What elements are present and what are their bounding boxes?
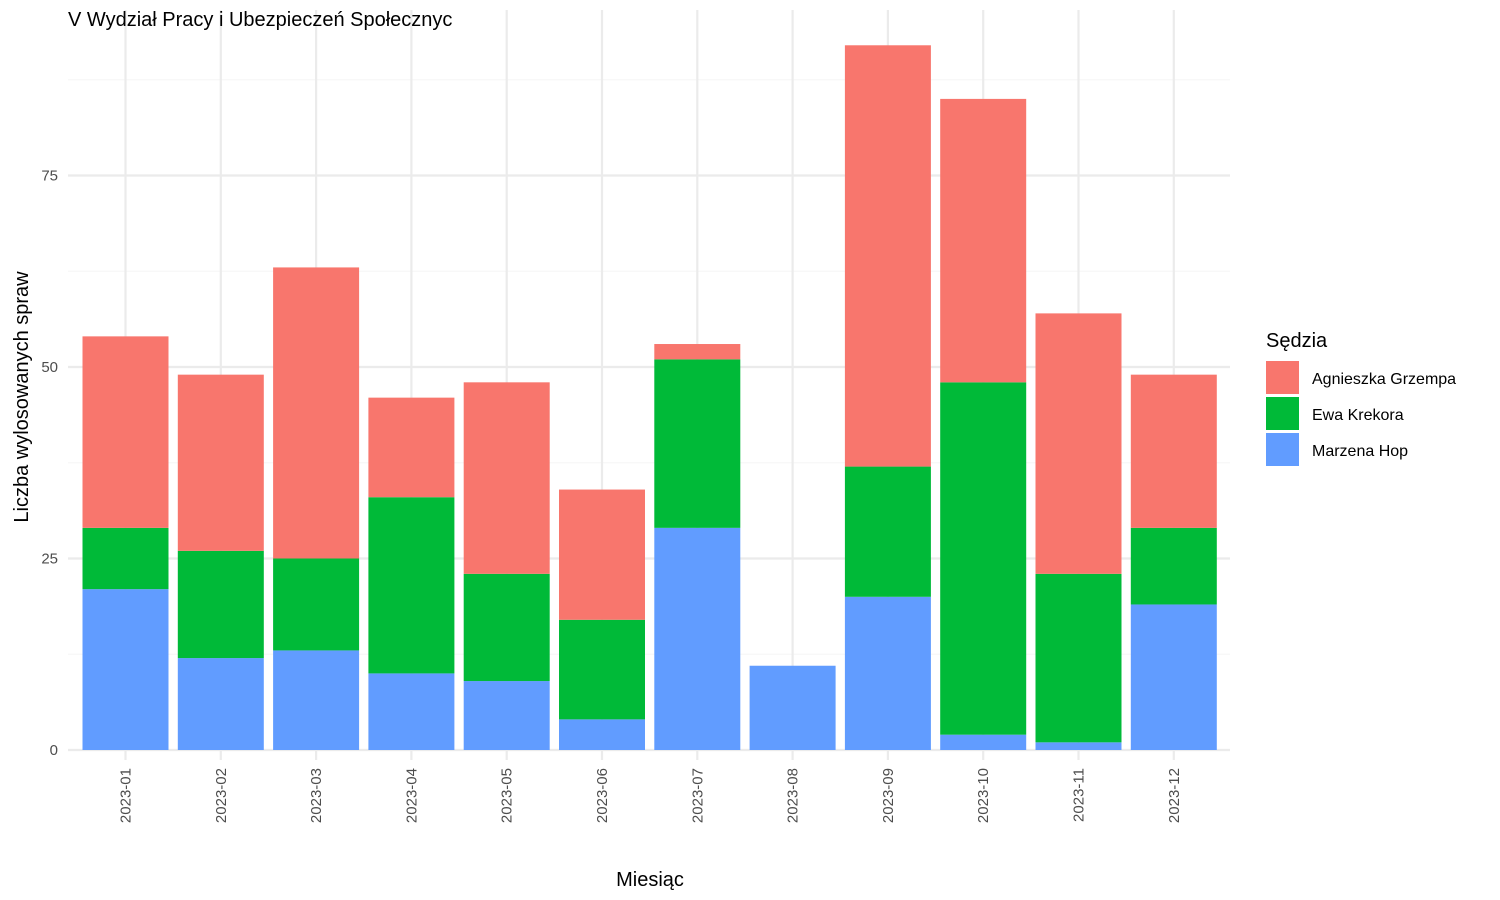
bar-segment <box>654 527 741 750</box>
bar-segment <box>273 650 360 750</box>
bar-segment <box>844 466 931 597</box>
legend-swatch <box>1266 361 1299 394</box>
bar-segment <box>368 497 455 674</box>
bar-segment <box>82 589 169 750</box>
bar-segment <box>559 489 645 620</box>
bar-segment <box>368 673 455 750</box>
bar-segment <box>1130 604 1217 750</box>
bar-segment <box>463 382 550 574</box>
chart-title: V Wydział Pracy i Ubezpieczeń Społecznyc <box>68 9 452 31</box>
y-axis-title: Liczba wylosowanych spraw <box>11 271 33 523</box>
bar-segment <box>749 665 836 750</box>
x-tick-label: 2023-05 <box>499 768 516 823</box>
bar-segment <box>654 344 741 360</box>
x-tick-label: 2023-09 <box>880 768 897 823</box>
x-axis-ticks: 2023-01 2023-02 2023-03 2023-04 2023-05 2023-… <box>118 768 1183 823</box>
x-tick-label: 2023-08 <box>785 768 802 823</box>
bar-segment <box>844 596 931 750</box>
bar-segment <box>1130 374 1217 528</box>
x-tick-label: 2023-02 <box>213 768 230 823</box>
bar-segment <box>177 550 264 659</box>
bar-segment <box>559 719 645 750</box>
bar-segment <box>1035 573 1122 743</box>
bar-segment <box>273 267 360 559</box>
bar-segment <box>177 658 264 750</box>
x-axis-title: Miesiąc <box>616 869 684 891</box>
x-tick-label: 2023-01 <box>118 768 135 823</box>
x-tick-label: 2023-06 <box>594 768 611 823</box>
legend-label: Agnieszka Grzempa <box>1312 371 1456 388</box>
bar-segment <box>273 558 360 651</box>
legend: Sędzia Agnieszka Grzempa Ewa Krekora Marze… <box>1266 330 1456 466</box>
legend-title: Sędzia <box>1266 330 1328 352</box>
bar-segment <box>1130 527 1217 605</box>
bar-segment <box>1035 313 1122 574</box>
bar-segment <box>940 382 1027 735</box>
x-tick-label: 2023-11 <box>1071 768 1088 822</box>
x-tick-label: 2023-07 <box>689 768 706 823</box>
x-tick-label: 2023-10 <box>975 768 992 823</box>
bars <box>82 45 1217 750</box>
bar-segment <box>368 397 455 498</box>
legend-label: Marzena Hop <box>1312 443 1408 460</box>
x-tick-label: 2023-12 <box>1166 768 1183 823</box>
bar-segment <box>463 573 550 682</box>
y-tick-label: 0 <box>50 742 58 759</box>
legend-label: Ewa Krekora <box>1312 407 1404 424</box>
legend-swatch <box>1266 433 1299 466</box>
bar-segment <box>940 734 1027 750</box>
x-tick-label: 2023-03 <box>308 768 325 823</box>
y-tick-label: 25 <box>41 551 58 568</box>
bar-segment <box>940 98 1027 383</box>
bar-segment <box>177 374 264 551</box>
bar-segment <box>654 359 741 528</box>
y-axis-ticks: 0 25 50 75 <box>41 168 58 760</box>
bar-segment <box>82 527 169 590</box>
bar-segment <box>1035 742 1122 750</box>
bar-segment <box>463 681 550 750</box>
y-tick-label: 75 <box>41 168 58 185</box>
bar-segment <box>559 619 645 720</box>
bar-segment <box>82 336 169 528</box>
bar-segment <box>844 45 931 467</box>
legend-swatch <box>1266 397 1299 430</box>
x-tick-label: 2023-04 <box>403 768 420 823</box>
y-tick-label: 50 <box>41 359 58 376</box>
